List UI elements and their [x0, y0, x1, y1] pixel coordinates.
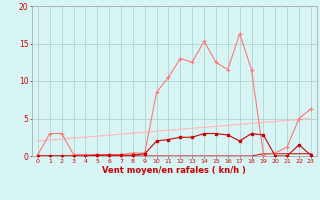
- X-axis label: Vent moyen/en rafales ( kn/h ): Vent moyen/en rafales ( kn/h ): [102, 166, 246, 175]
